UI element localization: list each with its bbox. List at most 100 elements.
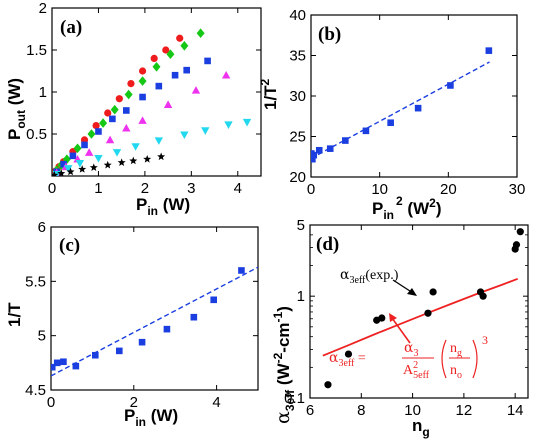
data-point-square <box>155 82 163 90</box>
y-tick-label: 20 <box>289 169 306 186</box>
data-point-circle <box>324 381 332 389</box>
data-point-triangle-down <box>180 131 189 140</box>
data-point-triangle-up <box>105 135 115 144</box>
y-tick-label: 5 <box>297 217 305 234</box>
data-point-diamond <box>87 129 96 139</box>
panel-c-label: (c) <box>59 235 80 256</box>
data-point-star <box>143 155 152 163</box>
y-tick-label: 2 <box>39 0 47 17</box>
x-tick-label: 1 <box>94 180 102 197</box>
y-tick-label: 5 <box>38 328 46 345</box>
data-point-circle <box>516 228 524 236</box>
panel-b-frame <box>310 14 518 178</box>
x-tick-label: 0 <box>307 181 315 198</box>
panel-d-frame <box>309 224 529 399</box>
data-point-square <box>123 107 130 114</box>
panel-a-ylabel: Pout (W) <box>5 78 28 140</box>
data-point-star <box>52 170 59 176</box>
svg-text:3: 3 <box>482 333 488 347</box>
fit-line <box>311 61 490 160</box>
x-tick-label: 14 <box>507 402 524 419</box>
panel-d: (d) 6 8 10 12 14 0.1 1 5 ng α3eff (W-2-cm-1) α3… <box>271 217 529 439</box>
x-tick-label: 10 <box>371 181 388 198</box>
y-tick-label: 35 <box>289 48 306 65</box>
x-tick-label: 6 <box>306 402 314 419</box>
data-point-triangle-up <box>221 71 231 79</box>
y-tick-label: 4.5 <box>25 382 46 399</box>
data-point-circle <box>344 350 353 358</box>
data-point-circle <box>127 80 135 88</box>
y-tick-label: 1 <box>39 84 47 101</box>
y-tick-label: 25 <box>289 129 306 146</box>
data-point-triangle-down <box>201 127 210 135</box>
data-point-star <box>78 165 87 173</box>
panel-c-frame <box>50 226 259 391</box>
exp-annotation: α3eff(exp.) <box>340 267 399 286</box>
panel-b-label: (b) <box>318 24 341 45</box>
x-tick-label: 30 <box>509 181 526 198</box>
data-point-square <box>163 325 171 333</box>
panel-b-xlabel: Pin2 (W2) <box>372 194 442 222</box>
panel-b-ylabel: 1/T2 <box>258 78 280 110</box>
data-point-triangle-down <box>112 149 122 157</box>
panel-d-label: (d) <box>316 234 339 255</box>
y-tick-label: 1 <box>297 288 305 305</box>
panel-b: (b) 0 10 20 30 20 25 30 35 40 Pin2 (W2) 1/T2 <box>258 7 525 222</box>
data-point-triangle-down <box>64 165 73 173</box>
data-point-triangle-up <box>84 148 94 156</box>
data-point-triangle-up <box>191 86 201 94</box>
data-point-square <box>95 128 102 135</box>
fit-line <box>51 266 258 377</box>
data-point-square <box>53 359 61 367</box>
data-point-square <box>238 267 245 274</box>
panel-a-xlabel: Pin (W) <box>136 195 190 218</box>
data-point-triangle-down <box>75 160 85 168</box>
data-point-diamond <box>73 143 82 154</box>
data-point-circle <box>176 34 184 42</box>
x-tick-label: 20 <box>440 181 457 198</box>
y-tick-label: 5.5 <box>25 273 46 290</box>
data-point-square <box>447 82 454 89</box>
theory-line <box>322 277 519 357</box>
y-tick-label: 40 <box>289 7 306 24</box>
data-point-square <box>183 66 190 74</box>
data-point-square <box>60 358 67 366</box>
data-point-diamond <box>166 49 175 59</box>
x-tick-label: 4 <box>212 394 220 411</box>
data-point-square <box>485 47 493 54</box>
data-point-diamond <box>62 154 71 164</box>
data-point-square <box>69 152 77 160</box>
data-point-square <box>342 137 349 144</box>
data-point-square <box>387 119 394 127</box>
data-point-diamond <box>196 28 205 38</box>
data-point-circle <box>378 314 386 322</box>
data-point-circle <box>104 109 112 117</box>
data-point-square <box>138 338 146 346</box>
data-point-square <box>60 160 67 168</box>
panel-d-xlabel: ng <box>412 416 430 439</box>
data-point-triangle-up <box>163 100 173 108</box>
panel-c: (c) 0 2 4 4.5 5 5.5 6 Pin (W) 1/T <box>5 219 259 429</box>
data-point-square <box>139 93 146 101</box>
data-point-square <box>81 141 88 149</box>
data-point-circle <box>150 54 158 63</box>
panel-c-ylabel: 1/T <box>5 302 24 327</box>
panel-a: (a) 0 1 2 3 4 0.5 1 1.5 2 Pin (W) Pout (W) <box>5 0 262 218</box>
data-point-square <box>210 296 218 304</box>
data-point-triangle-down <box>131 143 140 151</box>
y-tick-label: 30 <box>289 88 306 105</box>
data-point-triangle-up <box>122 123 131 132</box>
svg-text:α3: α3 <box>404 340 418 359</box>
theory-arrow <box>391 317 411 344</box>
x-tick-label: 3 <box>187 180 195 197</box>
data-point-diamond <box>110 104 119 115</box>
data-point-triangle-down <box>154 137 164 145</box>
data-point-square <box>171 71 179 79</box>
data-point-triangle-up <box>138 116 147 124</box>
data-point-star <box>103 160 112 169</box>
data-point-square <box>315 146 323 154</box>
data-point-square <box>414 104 422 112</box>
data-point-star <box>129 156 138 165</box>
data-point-diamond <box>152 62 161 72</box>
svg-text:ng: ng <box>450 341 462 359</box>
